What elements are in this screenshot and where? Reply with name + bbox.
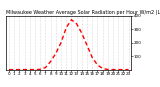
Text: Milwaukee Weather Average Solar Radiation per Hour W/m2 (Last 24 Hours): Milwaukee Weather Average Solar Radiatio… xyxy=(6,10,160,15)
